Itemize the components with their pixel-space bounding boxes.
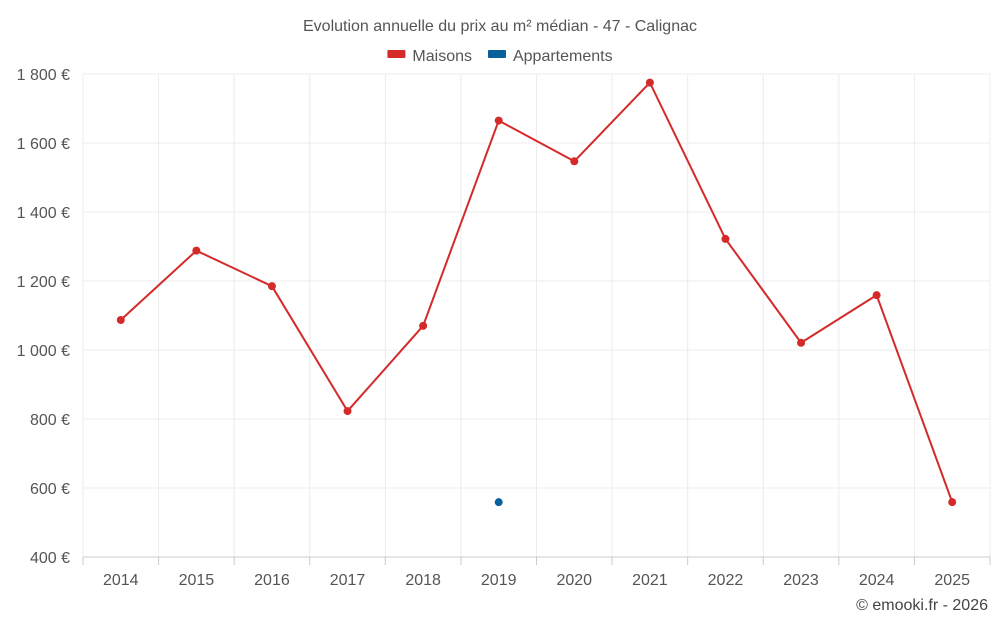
x-tick-label: 2014 — [103, 572, 139, 589]
legend-item-maisons[interactable]: Maisons — [387, 48, 472, 65]
data-point-maisons[interactable] — [645, 78, 654, 87]
x-tick-label: 2018 — [405, 572, 441, 589]
data-point-maisons[interactable] — [721, 234, 730, 243]
data-point-maisons[interactable] — [267, 282, 276, 291]
legend-swatch — [387, 50, 406, 58]
x-tick-label: 2019 — [481, 572, 517, 589]
series-line-maisons — [120, 81, 954, 503]
y-axis: 400 € 600 € 800 € 1 000 € 1 200 € 1 400 € 1 60… — [17, 67, 70, 567]
x-tick-label: 2020 — [556, 572, 592, 589]
data-point-maisons[interactable] — [797, 338, 806, 347]
y-tick-label: 800 € — [30, 412, 70, 429]
grid — [82, 73, 991, 557]
x-tick-label: 2017 — [330, 572, 366, 589]
x-tick-label: 2025 — [934, 572, 970, 589]
data-point-maisons[interactable] — [419, 321, 428, 330]
x-tick-label: 2024 — [859, 572, 895, 589]
data-point-maisons[interactable] — [872, 291, 881, 300]
y-tick-label: 1 600 € — [17, 136, 70, 153]
x-tick-label: 2016 — [254, 572, 290, 589]
x-tick-label: 2021 — [632, 572, 668, 589]
y-tick-label: 1 800 € — [17, 67, 70, 84]
data-point-appartements[interactable] — [494, 498, 503, 507]
legend-label: Appartements — [513, 48, 613, 65]
data-point-maisons[interactable] — [192, 246, 201, 255]
credit-text: © emooki.fr - 2026 — [856, 597, 988, 614]
data-point-maisons[interactable] — [494, 116, 503, 125]
data-point-maisons[interactable] — [116, 315, 125, 324]
y-tick-label: 400 € — [30, 550, 70, 567]
x-tick-label: 2023 — [783, 572, 819, 589]
legend-item-appartements[interactable]: Appartements — [487, 48, 613, 65]
series-layer — [116, 78, 957, 507]
x-tick-label: 2015 — [179, 572, 215, 589]
legend-swatch — [487, 50, 506, 58]
y-tick-label: 1 400 € — [17, 205, 70, 222]
legend-label: Maisons — [412, 48, 472, 65]
y-tick-label: 1 200 € — [17, 274, 70, 291]
chart-title: Evolution annuelle du prix au m² médian … — [303, 18, 697, 35]
y-tick-label: 1 000 € — [17, 343, 70, 360]
y-tick-label: 600 € — [30, 481, 70, 498]
legend: Maisons Appartements — [387, 48, 613, 65]
x-tick-label: 2022 — [708, 572, 744, 589]
data-point-maisons[interactable] — [570, 157, 579, 166]
x-axis: 2014 2015 2016 2017 2018 2019 2020 2021 2022 2023… — [82, 556, 991, 589]
data-point-maisons[interactable] — [343, 407, 352, 416]
data-point-maisons[interactable] — [948, 498, 957, 507]
